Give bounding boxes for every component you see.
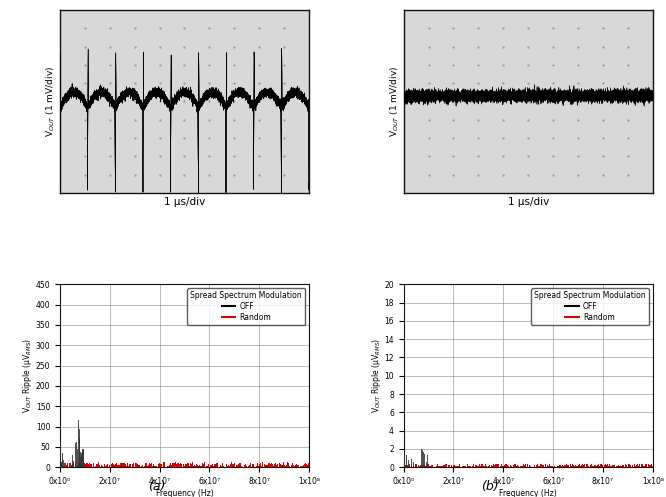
Y-axis label: V$_{OUT}$ Ripple (μV$_{RMS}$): V$_{OUT}$ Ripple (μV$_{RMS}$): [370, 338, 383, 414]
X-axis label: Frequency (Hz): Frequency (Hz): [500, 489, 557, 497]
X-axis label: 1 μs/div: 1 μs/div: [507, 197, 549, 207]
Y-axis label: V$_{OUT}$ (1 mV/div): V$_{OUT}$ (1 mV/div): [45, 66, 57, 137]
X-axis label: Frequency (Hz): Frequency (Hz): [156, 489, 213, 497]
X-axis label: 1 μs/div: 1 μs/div: [164, 197, 205, 207]
Y-axis label: V$_{OUT}$ (1 mV/div): V$_{OUT}$ (1 mV/div): [388, 66, 401, 137]
Y-axis label: V$_{OUT}$ Ripple (μV$_{RMS}$): V$_{OUT}$ Ripple (μV$_{RMS}$): [21, 338, 34, 414]
Text: (a): (a): [148, 480, 165, 493]
Text: (b): (b): [481, 480, 498, 493]
Legend: OFF, Random: OFF, Random: [187, 288, 305, 325]
Legend: OFF, Random: OFF, Random: [531, 288, 649, 325]
